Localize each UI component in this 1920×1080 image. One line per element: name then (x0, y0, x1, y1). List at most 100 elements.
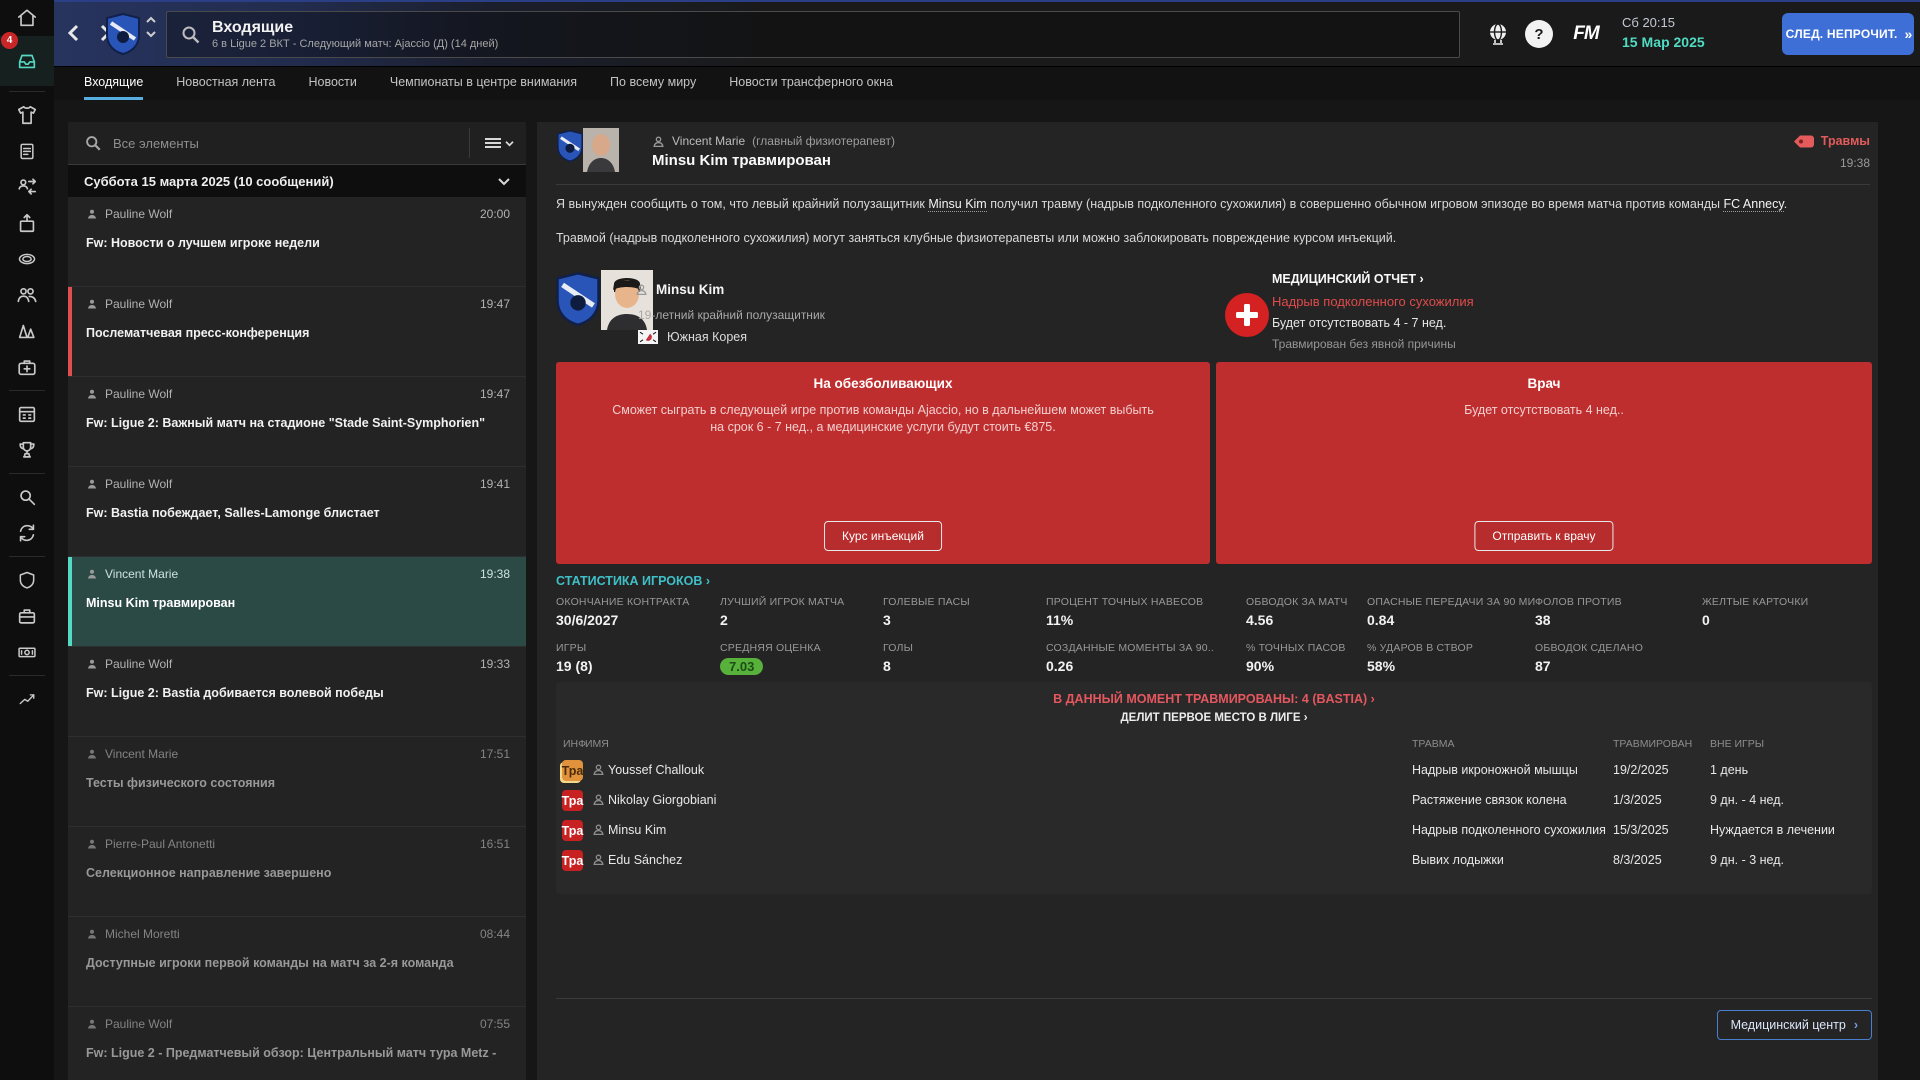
sidebar-item-training[interactable] (0, 313, 54, 349)
double-chevron-icon: » (1904, 26, 1913, 42)
message-list-item[interactable]: Vincent Marie 17:51 Тесты физического сост… (68, 737, 526, 827)
message-group-header[interactable]: Суббота 15 марта 2025 (10 сообщений) (68, 165, 526, 197)
injured-player-injury: Растяжение связок колена (1412, 793, 1567, 807)
sidebar-item-disc[interactable] (0, 241, 54, 277)
team-switcher[interactable] (146, 16, 156, 38)
sender-name[interactable]: Vincent Marie (672, 134, 746, 148)
stat-value: 30/6/2027 (556, 612, 619, 628)
message-subject: Fw: Ligue 2: Bastia добивается волевой п… (86, 686, 384, 700)
world-icon[interactable] (1484, 20, 1512, 48)
sidebar-item-staff[interactable] (0, 277, 54, 313)
message-list-item[interactable]: Vincent Marie 19:38 Minsu Kim травмирован (68, 557, 526, 647)
stat-cell: СРЕДНЯЯ ОЦЕНКА 7.03 (720, 642, 883, 675)
sidebar-item-shirt[interactable] (0, 97, 54, 133)
next-unread-button[interactable]: СЛЕД. НЕПРОЧИТ.» (1782, 13, 1914, 55)
stat-value: 3 (883, 612, 891, 628)
stat-label: % УДАРОВ В СТВОР (1367, 642, 1474, 654)
sidebar-item-sub[interactable] (0, 205, 54, 241)
message-list-item[interactable]: Pauline Wolf 19:47 Fw: Ligue 2: Важный мат… (68, 377, 526, 467)
message-meta: Pauline Wolf 19:41 (86, 477, 510, 491)
injured-player-row[interactable]: Тра Youssef Challouk Надрыв икроножной мыш… (556, 756, 1872, 786)
sidebar-item-finance[interactable] (0, 634, 54, 670)
sidebar-item-home[interactable] (0, 0, 54, 36)
injured-player-injury: Вывих лодыжки (1412, 853, 1504, 867)
mail-paragraph: Травмой (надрыв подколенного сухожилия) … (556, 231, 1397, 245)
injured-player-row[interactable]: Тра Edu Sánchez Вывих лодыжки 8/3/2025 9 дн.… (556, 846, 1872, 876)
medical-report-link[interactable]: МЕДИЦИНСКИЙ ОТЧЕТ › (1272, 272, 1424, 286)
sidebar-item-trophy[interactable] (0, 432, 54, 468)
stat-value: 19 (8) (556, 658, 593, 674)
stat-cell: ГОЛЫ 8 (883, 642, 1046, 675)
sidebar-item-scout[interactable] (0, 479, 54, 515)
corner-bracket (44, 76, 52, 84)
tab-1[interactable]: Новостная лента (176, 75, 276, 89)
person-icon (592, 763, 605, 776)
tab-3[interactable]: Чемпионаты в центре внимания (389, 75, 578, 89)
injured-on-date: 8/3/2025 (1613, 853, 1662, 867)
inbox-search-input[interactable]: Все элементы (68, 122, 526, 165)
player-name[interactable]: Minsu Kim (635, 282, 724, 297)
club-crest-icon[interactable] (106, 13, 140, 55)
inline-link[interactable]: Minsu Kim (928, 197, 987, 212)
stat-cell: % УДАРОВ В СТВОР 58% (1367, 642, 1535, 675)
message-meta: Pauline Wolf 19:47 (86, 387, 510, 401)
back-button[interactable] (60, 18, 86, 48)
out-duration: 9 дн. - 4 нед. (1710, 793, 1784, 807)
sidebar-item-swap[interactable] (0, 169, 54, 205)
stat-label: % ТОЧНЫХ ПАСОВ (1246, 642, 1346, 654)
col-info: ИНФ (563, 738, 587, 750)
injured-count-link[interactable]: В ДАННЫЙ МОМЕНТ ТРАВМИРОВАНЫ: 4 (BASTIA)… (1053, 692, 1375, 706)
injured-player-row[interactable]: Тра Minsu Kim Надрыв подколенного сухожили… (556, 816, 1872, 846)
inline-link[interactable]: FC Annecy (1723, 197, 1784, 212)
search-icon (181, 25, 200, 44)
stat-cell: ИГРЫ 19 (8) (556, 642, 720, 675)
message-list-item[interactable]: Pierre-Paul Antonetti 16:51 Селекционное н… (68, 827, 526, 917)
message-time: 07:55 (479, 1017, 510, 1031)
injury-status-badge: Тра (562, 760, 583, 781)
message-status-bar (68, 917, 72, 1006)
global-search-box[interactable]: Входящие 6 в Ligue 2 ВКТ - Следующий мат… (166, 11, 1460, 58)
medical-centre-button[interactable]: Медицинский центр › (1716, 1010, 1872, 1040)
message-meta: Pauline Wolf 20:00 (86, 207, 510, 221)
message-time: 19:47 (479, 387, 510, 401)
message-list-item[interactable]: Pauline Wolf 07:55 Fw: Ligue 2 - Предматче… (68, 1007, 526, 1080)
message-status-bar (68, 377, 72, 466)
sidebar-item-briefcase[interactable] (0, 598, 54, 634)
help-icon[interactable]: ? (1525, 20, 1553, 48)
tab-inbox[interactable]: Входящие (84, 67, 144, 100)
sidebar-item-medical[interactable] (0, 349, 54, 385)
message-list-item[interactable]: Michel Moretti 08:44 Доступные игроки перв… (68, 917, 526, 1007)
mail-content-panel: Vincent Marie (главный физиотерапевт) Mi… (537, 122, 1878, 1080)
injury-note: Травмирован без явной причины (1272, 337, 1456, 351)
player-stats-link[interactable]: СТАТИСТИКА ИГРОКОВ › (556, 574, 711, 588)
injured-player-row[interactable]: Тра Nikolay Giorgobiani Растяжение связок … (556, 786, 1872, 816)
sidebar-item-transfers[interactable] (0, 515, 54, 551)
medical-cross-icon (1225, 293, 1269, 337)
message-list-item[interactable]: Pauline Wolf 19:41 Fw: Bastia побеждает, S… (68, 467, 526, 557)
stat-label: ОКОНЧАНИЕ КОНТРАКТА (556, 596, 690, 608)
stat-cell: ОПАСНЫЕ ПЕРЕДАЧИ ЗА 90 МИ.. 0.84 (1367, 596, 1535, 628)
message-subject: Fw: Ligue 2 - Предматчевый обзор: Центра… (86, 1046, 497, 1060)
list-filter-button[interactable] (485, 122, 514, 164)
tab-4[interactable]: По всему миру (610, 75, 697, 89)
message-list-item[interactable]: Pauline Wolf 20:00 Fw: Новости о лучшем иг… (68, 197, 526, 287)
stat-label: ОПАСНЫЕ ПЕРЕДАЧИ ЗА 90 МИ.. (1367, 596, 1535, 608)
option-body: Сможет сыграть в следующей игре против к… (612, 403, 1154, 434)
sidebar-item-calendar[interactable] (0, 396, 54, 432)
stat-label: ОБВОДОК ЗА МАТЧ (1246, 596, 1348, 608)
message-sender: Pauline Wolf (105, 387, 173, 401)
option-title: Врач (1527, 376, 1561, 391)
league-position-link[interactable]: ДЕЛИТ ПЕРВОЕ МЕСТО В ЛИГЕ › (1120, 712, 1308, 724)
message-list-item[interactable]: Pauline Wolf 19:33 Fw: Ligue 2: Bastia доб… (68, 647, 526, 737)
sidebar-item-clipboard[interactable] (0, 133, 54, 169)
sidebar-item-club[interactable] (0, 562, 54, 598)
tab-2[interactable]: Новости (308, 75, 357, 89)
sidebar-item-inbox[interactable]: 4 (0, 32, 54, 86)
sidebar-item-form[interactable] (0, 681, 54, 717)
injection-course-button[interactable]: Курс инъекций (824, 521, 942, 551)
inbox-list-panel: Все элементы Суббота 15 марта 2025 (10 с… (68, 122, 526, 1080)
tab-5[interactable]: Новости трансферного окна (729, 75, 893, 89)
message-list-item[interactable]: Pauline Wolf 19:47 Послематчевая пресс-кон… (68, 287, 526, 377)
send-to-doctor-button[interactable]: Отправить к врачу (1474, 521, 1614, 551)
mail-paragraph: Я вынужден сообщить о том, что левый кра… (556, 197, 1788, 212)
